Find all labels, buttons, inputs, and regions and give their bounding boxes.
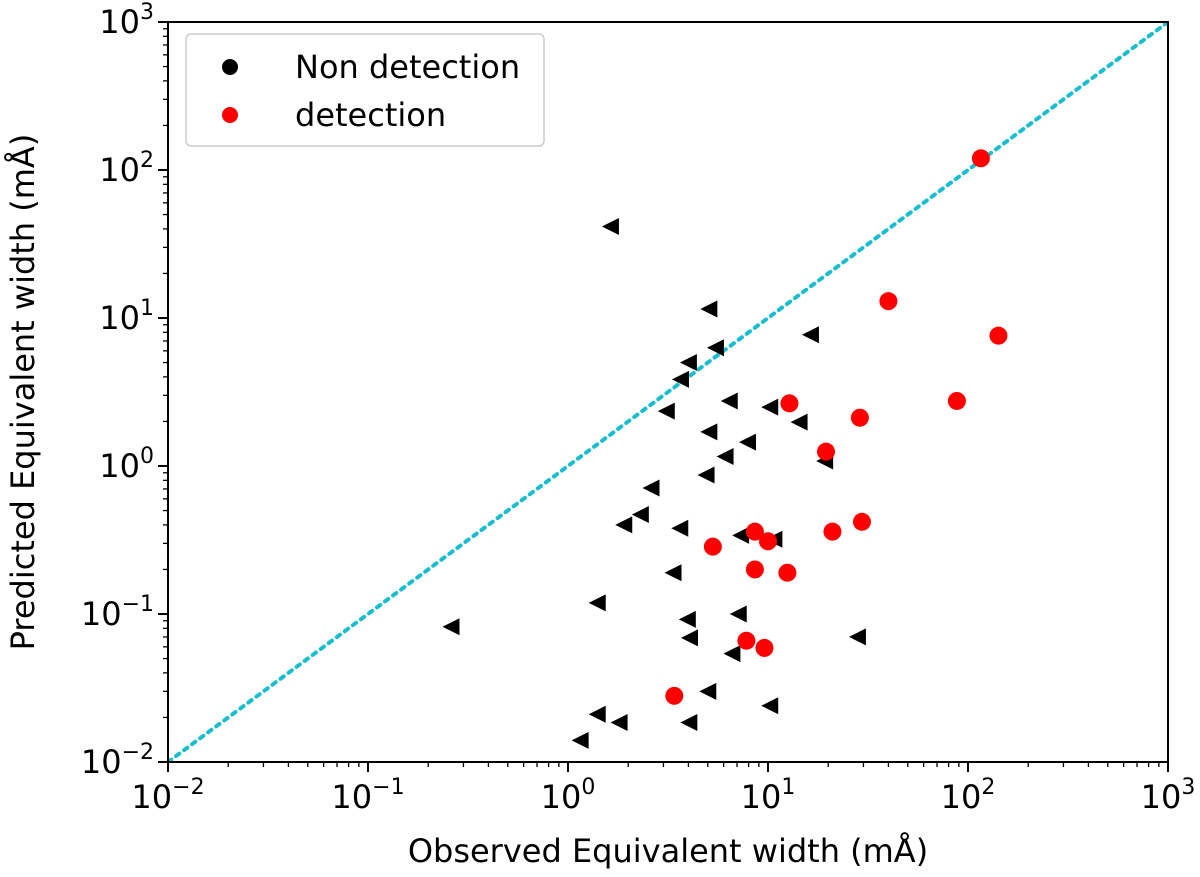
data-point-non-detection [678, 610, 696, 628]
data-point-detection [852, 512, 871, 531]
data-point-detection [745, 522, 764, 541]
x-tick-label: 101 [741, 775, 796, 816]
x-tick-label: 102 [941, 775, 996, 816]
data-point-non-detection [700, 300, 718, 318]
data-point-non-detection [716, 447, 734, 465]
data-point-non-detection [588, 594, 606, 612]
x-axis-label: Observed Equivalent width (mÅ) [408, 832, 928, 870]
y-tick-label: 100 [99, 444, 154, 485]
x-tick-label: 103 [1141, 775, 1196, 816]
data-point-non-detection [732, 526, 750, 544]
data-point-non-detection [848, 628, 866, 646]
data-point-non-detection [679, 354, 697, 372]
data-point-non-detection [699, 682, 717, 700]
data-point-non-detection [700, 423, 718, 441]
data-point-non-detection [571, 731, 589, 749]
data-point-detection [703, 537, 722, 556]
data-point-non-detection [720, 392, 738, 410]
data-point-detection [850, 408, 869, 427]
data-point-detection [759, 532, 777, 551]
data-point-non-detection [671, 370, 689, 388]
data-point-non-detection [588, 705, 606, 723]
data-point-detection [879, 292, 898, 311]
data-point-non-detection [664, 564, 682, 582]
data-point-non-detection [442, 618, 460, 636]
data-point-non-detection [729, 605, 747, 623]
data-point-detection [989, 326, 1008, 345]
legend-box [185, 33, 545, 147]
data-point-non-detection [761, 697, 779, 715]
data-point-non-detection [671, 519, 689, 537]
plot-frame [167, 21, 1169, 763]
x-tick-label: 100 [541, 775, 596, 816]
y-axis-label: Predicted Equivalent width (mÅ) [4, 134, 42, 651]
data-point-detection [823, 522, 842, 541]
data-point-detection [947, 391, 966, 410]
data-point-detection [780, 394, 799, 413]
y-tick-label: 103 [99, 0, 154, 41]
data-point-non-detection [615, 516, 633, 534]
data-point-non-detection [697, 466, 715, 484]
legend-label-detection: detection [295, 96, 446, 134]
data-point-non-detection [761, 398, 779, 416]
y-tick-label: 102 [99, 148, 154, 189]
data-point-non-detection [706, 339, 724, 357]
data-point-detection [971, 149, 990, 168]
data-point-non-detection [680, 713, 698, 731]
data-point-non-detection [723, 645, 741, 663]
data-point-detection [665, 686, 684, 705]
legend-marker-detection [222, 107, 238, 123]
data-point-non-detection [610, 713, 628, 731]
data-point-non-detection [642, 479, 660, 497]
y-tick-label: 101 [99, 296, 154, 337]
data-point-detection [817, 442, 836, 461]
x-tick-label: 10−2 [131, 775, 204, 816]
legend-label-non-detection: Non detection [295, 48, 520, 86]
y-tick-label: 10−1 [81, 592, 154, 633]
data-point-detection [778, 563, 797, 582]
data-point-non-detection [657, 402, 675, 420]
data-point-non-detection [631, 506, 649, 524]
data-point-detection [737, 631, 756, 650]
data-point-detection [755, 638, 774, 657]
data-point-non-detection [680, 629, 698, 647]
data-point-detection [745, 560, 764, 579]
data-point-non-detection [601, 218, 619, 236]
data-point-non-detection [801, 326, 819, 344]
reference-line-y-equals-x [168, 22, 1168, 762]
y-tick-label: 10−2 [81, 740, 154, 781]
data-point-non-detection [739, 433, 757, 451]
legend: Non detection detection [185, 33, 545, 147]
x-tick-label: 10−1 [331, 775, 404, 816]
data-point-non-detection [790, 413, 808, 431]
legend-marker-non-detection [222, 59, 238, 75]
